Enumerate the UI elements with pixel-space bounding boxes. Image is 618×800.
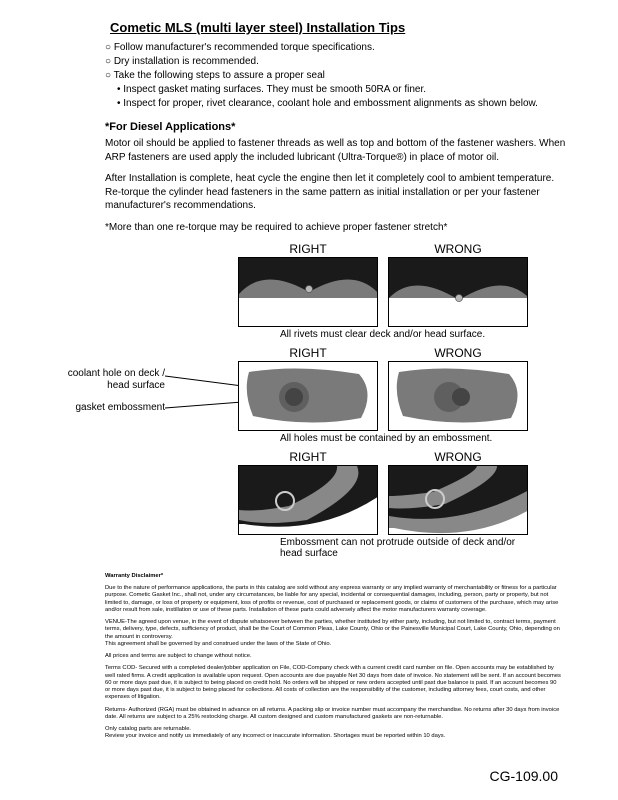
caption: All holes must be contained by an emboss…: [280, 433, 578, 444]
page-number: CG-109.00: [490, 768, 558, 784]
disclaimer-para: Returns- Authorized (RGA) must be obtain…: [105, 707, 563, 721]
page-title: Cometic MLS (multi layer steel) Installa…: [110, 20, 578, 35]
panel-wrong: WRONG: [388, 242, 528, 327]
caption: All rivets must clear deck and/or head s…: [280, 329, 578, 340]
callout-label: gasket embossment: [45, 402, 165, 414]
panel-illustration: [388, 257, 528, 327]
panel-label: WRONG: [388, 450, 528, 464]
panel-label: RIGHT: [238, 242, 378, 256]
panel-wrong: WRONG: [388, 450, 528, 535]
panel-illustration: [238, 361, 378, 431]
callout-label: coolant hole on deck / head surface: [45, 368, 165, 392]
disclaimer-para: VENUE-The agreed upon venue, in the even…: [105, 619, 563, 648]
panel-illustration: [238, 465, 378, 535]
diagram-area: RIGHT WRONG All rivets must clear deck a…: [50, 242, 578, 559]
panel-label: RIGHT: [238, 450, 378, 464]
disclaimer-para: Terms COD- Secured with a completed deal…: [105, 665, 563, 701]
panel-label: WRONG: [388, 346, 528, 360]
panel-illustration: [388, 361, 528, 431]
paragraph: Motor oil should be applied to fastener …: [105, 137, 568, 164]
panel-label: WRONG: [388, 242, 528, 256]
panel-illustration: [388, 465, 528, 535]
disclaimer-para: Only catalog parts are returnable.Review…: [105, 726, 563, 740]
diagram-row: RIGHT WRONG: [50, 450, 578, 535]
caption: Embossment can not protrude outside of d…: [280, 537, 540, 559]
sub-bullet: • Inspect for proper, rivet clearance, c…: [105, 97, 578, 111]
panel-right: RIGHT: [238, 450, 378, 535]
diagram-row: coolant hole on deck / head surface gask…: [50, 346, 578, 431]
disclaimer-para: All prices and terms are subject to chan…: [105, 653, 563, 660]
panel-right: RIGHT: [238, 242, 378, 327]
bullet-item: ○ Dry installation is recommended.: [105, 55, 578, 69]
paragraph: *More than one re-torque may be required…: [105, 221, 568, 235]
diesel-heading: *For Diesel Applications*: [105, 121, 578, 133]
diagram-row: RIGHT WRONG: [50, 242, 578, 327]
bullet-item: ○ Follow manufacturer's recommended torq…: [105, 41, 578, 55]
sub-bullet: • Inspect gasket mating surfaces. They m…: [105, 83, 578, 97]
panel-wrong: WRONG: [388, 346, 528, 431]
paragraph: After Installation is complete, heat cyc…: [105, 172, 568, 213]
disclaimer-block: Warranty Disclaimer* Due to the nature o…: [105, 573, 563, 740]
disclaimer-head: Warranty Disclaimer*: [105, 573, 563, 580]
panel-illustration: [238, 257, 378, 327]
bullet-list: ○ Follow manufacturer's recommended torq…: [105, 41, 578, 111]
disclaimer-para: Due to the nature of performance applica…: [105, 585, 563, 614]
panel-label: RIGHT: [238, 346, 378, 360]
bullet-item: ○ Take the following steps to assure a p…: [105, 69, 578, 83]
panel-right: RIGHT: [238, 346, 378, 431]
